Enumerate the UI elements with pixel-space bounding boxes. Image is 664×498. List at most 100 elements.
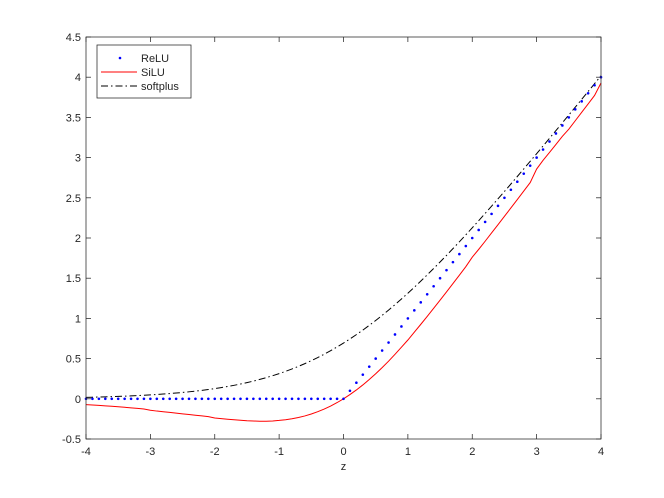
legend-label-relu: ReLU: [141, 53, 169, 65]
x-tick-label: 4: [598, 446, 604, 458]
relu-point: [541, 148, 545, 151]
relu-point: [245, 397, 249, 401]
relu-point: [91, 397, 94, 401]
relu-point: [393, 333, 397, 336]
relu-point: [239, 397, 242, 401]
y-tick-label: 3.5: [66, 112, 81, 124]
x-tick-label: 0: [340, 446, 346, 458]
y-tick-label: 2: [75, 233, 81, 245]
relu-point: [425, 292, 429, 296]
y-tick-label: 0.5: [66, 354, 81, 366]
relu-point: [219, 397, 223, 401]
relu-point: [226, 397, 229, 401]
relu-point: [181, 397, 184, 401]
relu-point: [470, 236, 474, 240]
legend-entry-silu: SiLU: [101, 67, 165, 79]
relu-point: [477, 228, 480, 232]
series-layer: [84, 75, 603, 422]
relu-point: [161, 397, 165, 401]
relu-point: [580, 100, 583, 103]
relu-point: [303, 397, 307, 401]
relu-point: [116, 397, 120, 401]
legend-label-softplus: softplus: [141, 81, 179, 93]
relu-point: [438, 276, 442, 280]
softplus-line: [85, 75, 602, 398]
x-tick-label: -4: [81, 446, 91, 458]
relu-point: [335, 397, 339, 401]
relu-point: [374, 357, 377, 360]
relu-point: [290, 397, 294, 401]
relu-point: [380, 349, 384, 352]
relu-point: [322, 397, 326, 401]
relu-point: [573, 108, 577, 111]
relu-point: [252, 397, 255, 401]
relu-point: [284, 397, 287, 401]
axes-background: [86, 37, 601, 439]
relu-point: [155, 397, 159, 401]
x-tick-label: -3: [145, 446, 155, 458]
relu-point: [561, 124, 564, 127]
relu-point: [528, 164, 532, 167]
relu-point: [348, 389, 352, 393]
x-tick-label: -2: [210, 446, 220, 458]
relu-point: [509, 188, 513, 192]
relu-point: [367, 365, 371, 368]
relu-point: [400, 325, 403, 328]
relu-point: [187, 397, 191, 401]
relu-point: [194, 397, 197, 401]
legend-label-silu: SiLU: [141, 67, 165, 79]
relu-point: [567, 116, 571, 119]
x-tick-label: 1: [405, 446, 411, 458]
y-tick-label: 4.5: [66, 32, 81, 44]
legend-entry-relu: ReLU: [118, 53, 169, 65]
y-tick-label: 0: [75, 394, 81, 406]
relu-point: [129, 397, 133, 401]
relu-point: [535, 156, 538, 159]
relu-point: [200, 397, 204, 401]
x-tick-label: 3: [534, 446, 540, 458]
relu-point: [342, 397, 345, 401]
relu-point: [277, 397, 281, 401]
relu-point: [361, 373, 365, 376]
y-tick-label: 1.5: [66, 273, 81, 285]
plot-area: -4 -3 -2 -1 0 1 2 3 4 -0.5 0 0.5 1 1.5 2 2.5 3 3.5 4 4.5: [62, 32, 604, 458]
x-axis-label: z: [341, 461, 347, 473]
relu-point: [432, 284, 435, 288]
relu-point: [310, 397, 313, 401]
tick-layer: -4 -3 -2 -1 0 1 2 3 4 -0.5 0 0.5 1 1.5 2 2.5 3 3.5 4 4.5: [62, 32, 604, 458]
y-tick-label: 4: [75, 72, 81, 84]
relu-point: [419, 301, 423, 304]
relu-point: [207, 397, 210, 401]
legend: ReLU SiLU softplus: [96, 44, 192, 99]
x-tick-label: -1: [274, 446, 284, 458]
relu-point: [213, 397, 217, 401]
relu-point: [464, 244, 468, 248]
relu-point: [142, 397, 146, 401]
relu-point: [232, 397, 236, 401]
axes-box: [85, 36, 602, 440]
relu-point: [297, 397, 300, 401]
relu-point: [458, 252, 461, 256]
relu-point: [329, 397, 332, 401]
relu-point: [149, 397, 152, 401]
x-tick-label: 2: [469, 446, 475, 458]
relu-point: [586, 91, 590, 95]
relu-point: [110, 397, 114, 401]
y-tick-label: 3: [75, 153, 81, 165]
relu-point: [387, 341, 390, 344]
relu-point: [413, 309, 416, 312]
relu-point: [445, 268, 448, 272]
relu-point: [554, 132, 558, 135]
relu-point: [168, 397, 171, 401]
relu-point: [548, 140, 551, 143]
relu-point: [522, 172, 526, 175]
relu-point: [593, 83, 596, 87]
relu-point: [264, 397, 268, 401]
relu-point: [496, 204, 500, 208]
relu-point: [174, 397, 178, 401]
legend-entries: ReLU SiLU softplus: [101, 53, 179, 93]
y-tick-label: -0.5: [62, 434, 81, 446]
relu-point: [483, 220, 487, 224]
relu-point: [316, 397, 320, 401]
